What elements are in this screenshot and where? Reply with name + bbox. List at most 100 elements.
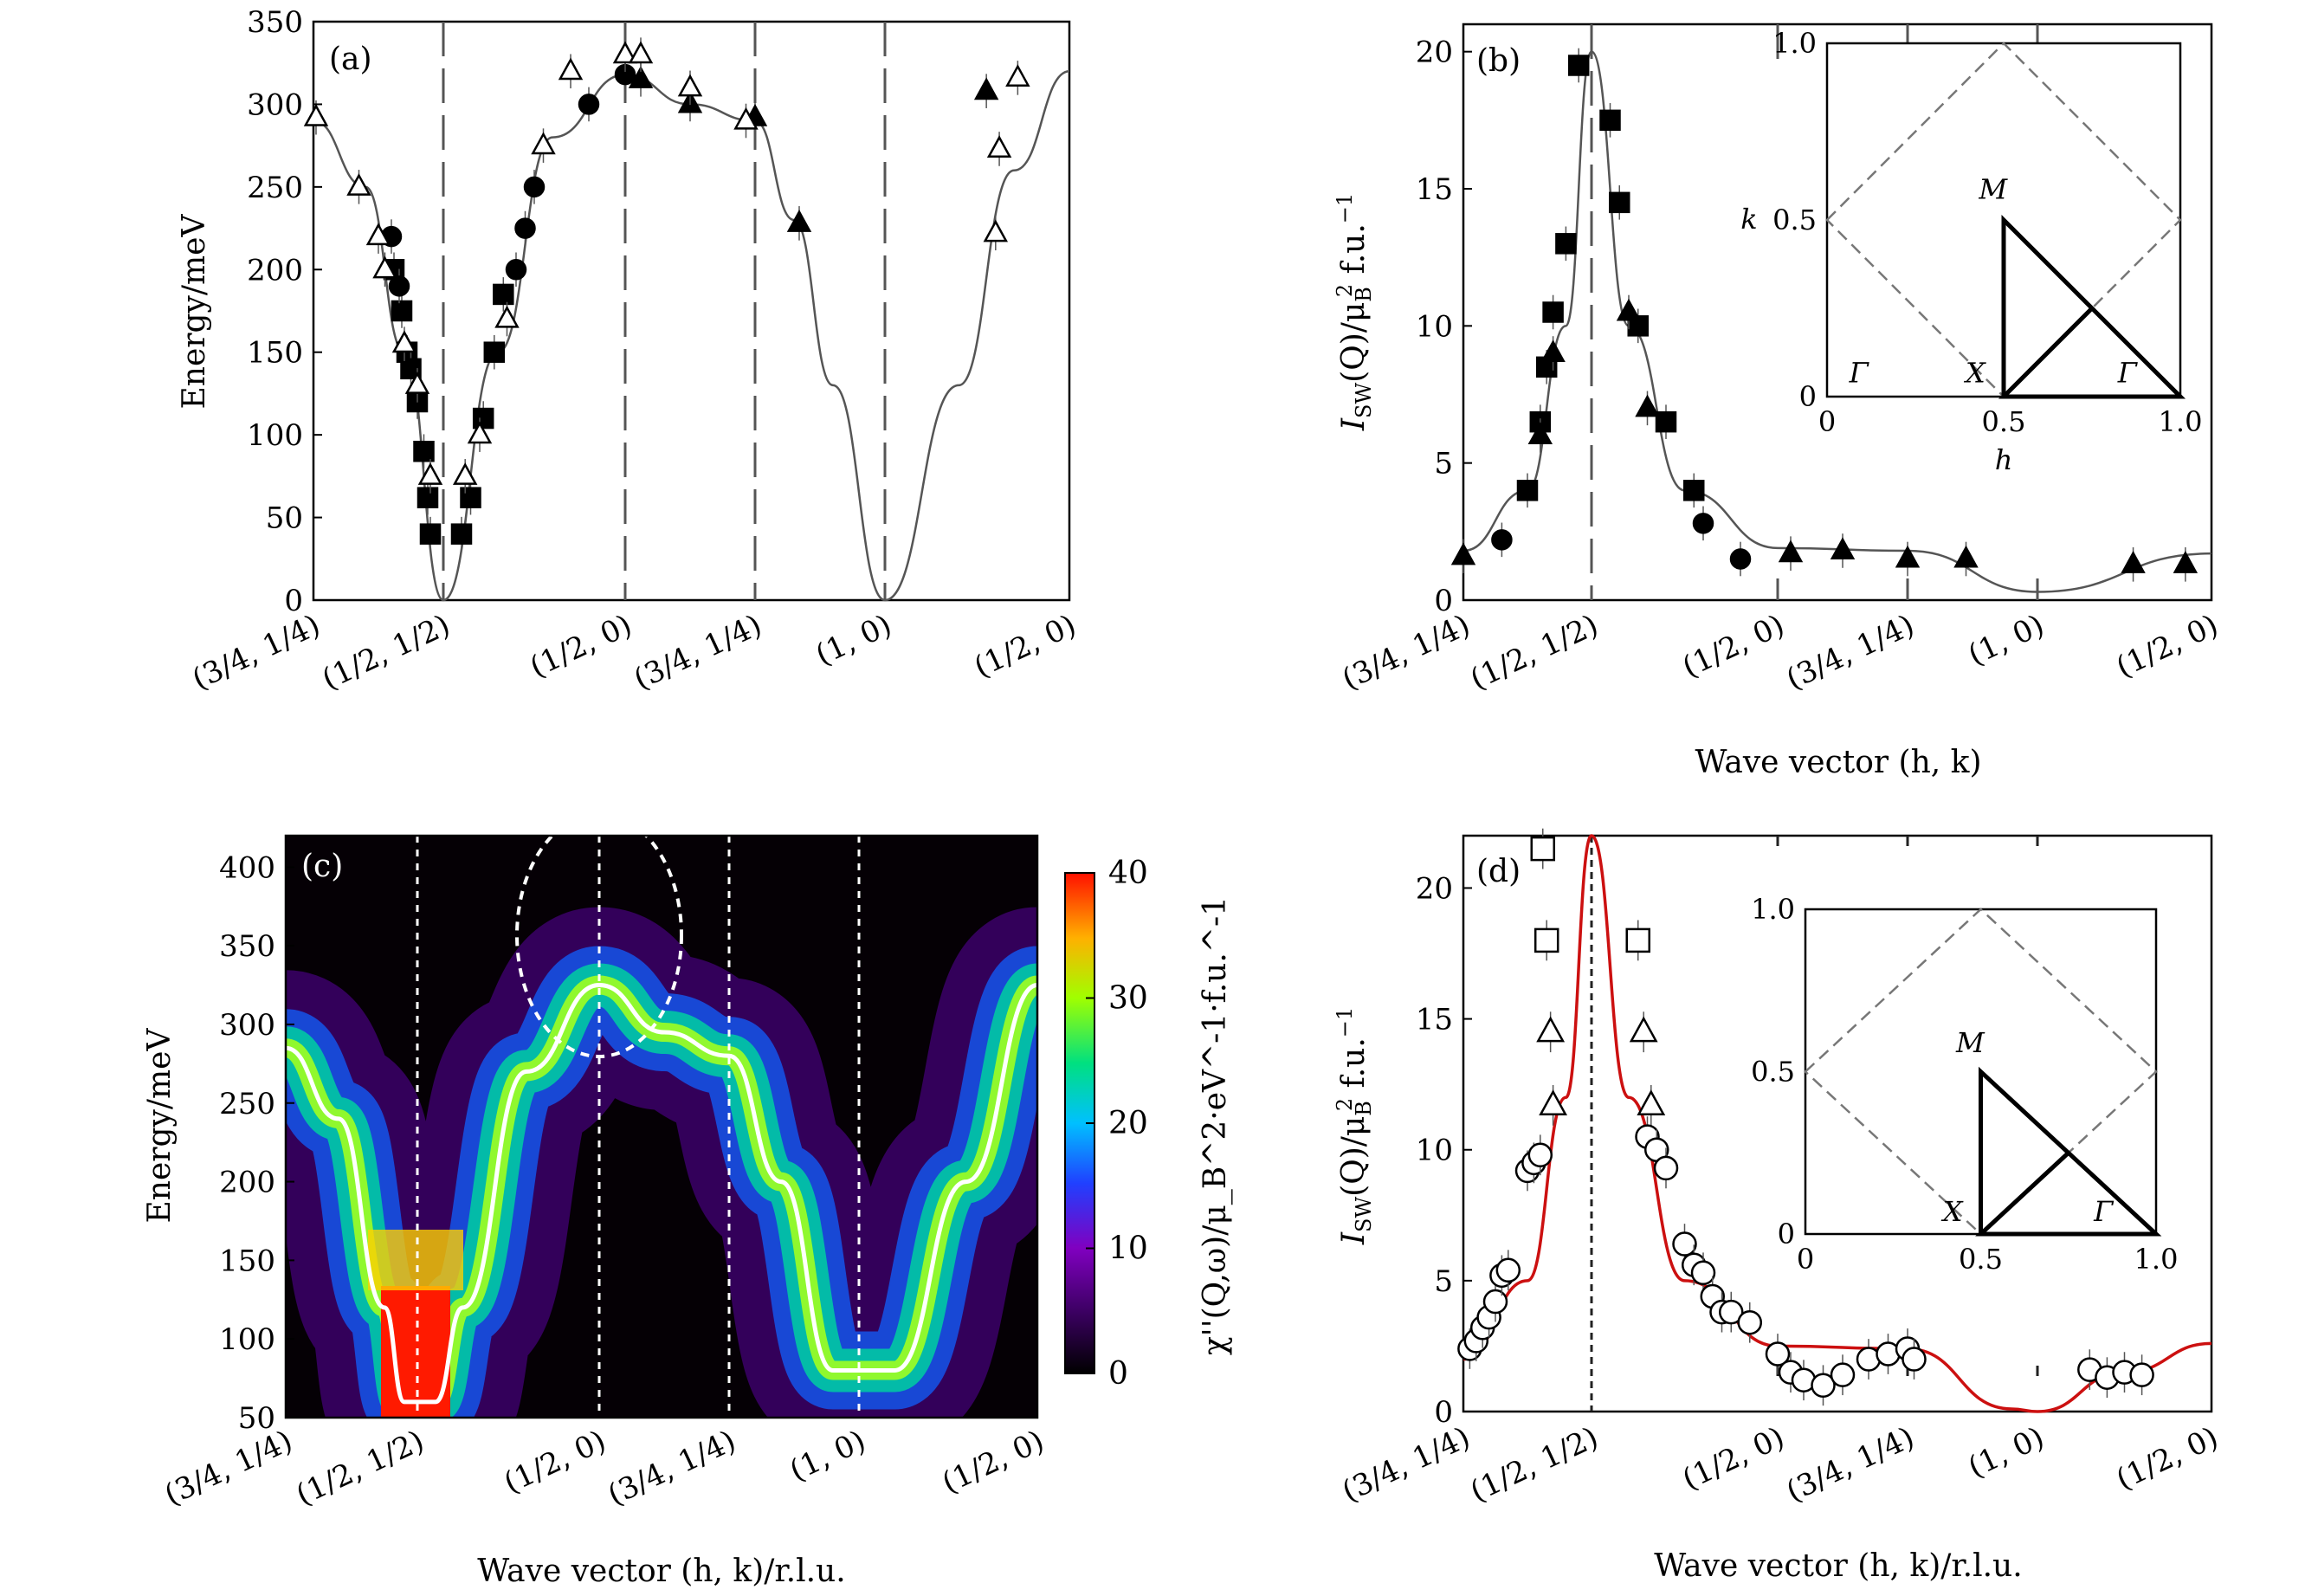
y-tick-label: 300: [219, 1008, 275, 1043]
data-point-square: [391, 300, 413, 322]
data-point-circle: [1672, 1231, 1697, 1257]
data-point-square: [1655, 410, 1677, 433]
inset-point-label: M: [1978, 173, 2008, 206]
x-tick-label: (3/4, 1/4): [187, 608, 326, 697]
inset-ylabel: k: [1740, 203, 1757, 236]
data-point-triangle: [1629, 1016, 1658, 1043]
data-point-circle: [1653, 1155, 1679, 1181]
data-point-square: [400, 358, 422, 380]
x-tick-label: (3/4, 1/4): [1781, 1420, 1920, 1509]
data-point-triangle: [494, 305, 520, 328]
data-point-circle: [1692, 513, 1714, 534]
data-point-triangle: [1539, 1089, 1568, 1115]
x-tick-label: (1/2, 0): [525, 608, 637, 685]
data-point-circle: [1527, 1142, 1553, 1168]
data-point-triangle: [986, 135, 1012, 158]
inset-y-tick: 0.5: [1751, 1056, 1795, 1089]
data-point-square: [1599, 109, 1621, 132]
inset-point-label: M: [1955, 1026, 1985, 1059]
data-point-square: [1542, 301, 1564, 323]
data-point-square: [483, 341, 506, 363]
inset-y-tick: 0: [1778, 1218, 1795, 1250]
x-tick-label: (3/4, 1/4): [159, 1424, 298, 1513]
data-point-triangle: [2173, 551, 2199, 573]
inset-x-tick: 0: [1797, 1243, 1814, 1276]
data-point-circle: [505, 259, 527, 281]
data-point-circle: [1737, 1309, 1762, 1335]
inset-point-label: Γ: [2093, 1195, 2115, 1228]
brillouin-zone: [1825, 42, 2182, 398]
colorbar-tick-label: 40: [1108, 856, 1148, 891]
x-tick-label: (3/4, 1/4): [629, 608, 767, 697]
fit-curve: [285, 983, 1038, 1405]
data-point-circle: [514, 217, 536, 239]
x-tick-label: (1/2, 0): [969, 608, 1082, 685]
panel-d-xlabel: Wave vector (h, k)/r.l.u.: [1654, 1548, 2022, 1584]
heat-warm: [368, 1230, 463, 1290]
x-tick-label: (1/2, 0): [499, 1424, 611, 1501]
data-point-square: [472, 407, 494, 430]
data-point-triangle: [1540, 339, 1566, 363]
data-point-circle: [1491, 529, 1513, 551]
x-tick-label: (1/2, 1/2): [1465, 608, 1604, 697]
y-tick-label: 50: [266, 501, 303, 536]
panel-c-label: (c): [301, 849, 343, 884]
data-point-circle: [523, 176, 546, 198]
x-tick-label: (1/2, 1/2): [317, 608, 455, 697]
data-point-triangle: [404, 372, 430, 394]
inset-x-tick: 0.5: [1959, 1243, 2003, 1276]
inset-x-tick: 0.5: [1982, 405, 2026, 438]
data-point-circle: [1482, 1289, 1508, 1315]
data-point-triangle: [1616, 298, 1642, 321]
panel-b-label: (b): [1476, 43, 1521, 79]
x-tick-label: (3/4, 1/4): [603, 1424, 741, 1513]
data-point-circle: [1902, 1347, 1927, 1372]
inset-x-tick: 1.0: [2134, 1243, 2179, 1276]
x-tick-label: (1/2, 0): [1677, 1420, 1790, 1497]
y-tick-label: 0: [1434, 584, 1453, 618]
data-point-square: [413, 440, 435, 462]
y-tick-label: 100: [247, 418, 303, 453]
data-point-triangle: [1895, 545, 1921, 568]
data-point-triangle: [1830, 537, 1856, 560]
high-symmetry-path: [1998, 214, 2186, 399]
panel-c-frame: [284, 834, 1039, 1419]
y-tick-label: 350: [219, 929, 275, 964]
data-point-triangle: [1536, 1016, 1566, 1043]
y-tick-label: 350: [247, 5, 303, 40]
data-point-circle: [1729, 548, 1752, 570]
x-tick-label: (1, 0): [1963, 1420, 2050, 1485]
y-tick-label: 20: [1416, 36, 1453, 70]
y-tick-label: 10: [1416, 309, 1453, 344]
x-tick-label: (1/2, 0): [937, 1424, 1049, 1501]
inset-point-label: Γ: [2117, 357, 2139, 390]
data-point-square: [1609, 191, 1630, 214]
data-point-triangle: [677, 74, 703, 97]
y-tick-label: 250: [219, 1087, 275, 1121]
data-point-triangle: [558, 57, 584, 81]
panel-c-ylabel: Energy/meV: [142, 1028, 178, 1224]
panel-d-ylabel: ISW(Q)/μB2 f.u.−1: [1333, 1007, 1376, 1245]
y-tick-label: 150: [219, 1244, 275, 1278]
data-point-triangle: [1778, 540, 1804, 563]
x-tick-label: (1, 0): [785, 1424, 871, 1489]
data-point-square: [1516, 480, 1539, 501]
data-point-triangle: [733, 107, 759, 130]
data-point-triangle: [531, 132, 556, 155]
data-point-triangle: [1637, 1089, 1666, 1115]
y-tick-label: 200: [247, 253, 303, 288]
y-tick-label: 400: [219, 850, 275, 885]
y-tick-label: 100: [219, 1322, 275, 1357]
colorbar-tick-label: 10: [1108, 1231, 1148, 1267]
data-point-square: [1683, 480, 1705, 501]
inset-y-tick: 0: [1799, 380, 1817, 413]
data-point-square: [1530, 836, 1556, 862]
x-tick-label: (3/4, 1/4): [1337, 1420, 1475, 1509]
data-point-circle: [1690, 1260, 1716, 1286]
data-point-triangle: [365, 223, 391, 246]
inset-point-label: X: [1940, 1195, 1964, 1228]
data-point-circle: [1811, 1373, 1836, 1399]
